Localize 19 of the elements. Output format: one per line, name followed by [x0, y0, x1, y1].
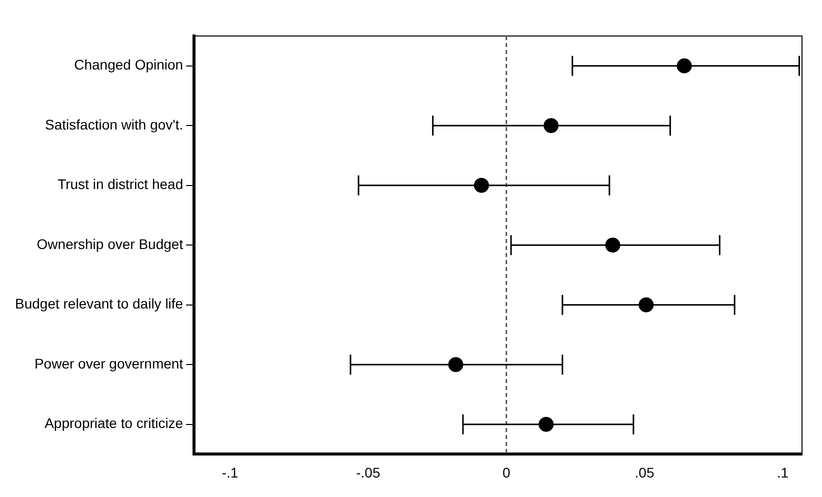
x-tick-label: .1 [776, 464, 789, 480]
point [605, 238, 620, 253]
x-tick-label: -.05 [356, 464, 380, 480]
point [638, 297, 654, 312]
point [676, 58, 692, 74]
x-tick-label: .05 [634, 464, 654, 480]
point [474, 178, 489, 193]
y-tick-label: Ownership over Budget [36, 236, 184, 252]
y-tick-label: Satisfaction with gov't. [45, 116, 184, 132]
y-tick-label: Power over government [34, 355, 184, 372]
y-tick-label: Changed Opinion [74, 56, 184, 73]
point [544, 118, 559, 134]
y-tick-label: Trust in district head [58, 176, 184, 192]
point [538, 416, 554, 432]
x-tick-label: -.1 [222, 464, 238, 480]
y-tick-label: Appropriate to criticize [44, 415, 184, 432]
x-tick-label: 0 [502, 464, 510, 480]
y-tick-label: Budget relevant to daily life [14, 296, 184, 312]
point [448, 357, 464, 372]
